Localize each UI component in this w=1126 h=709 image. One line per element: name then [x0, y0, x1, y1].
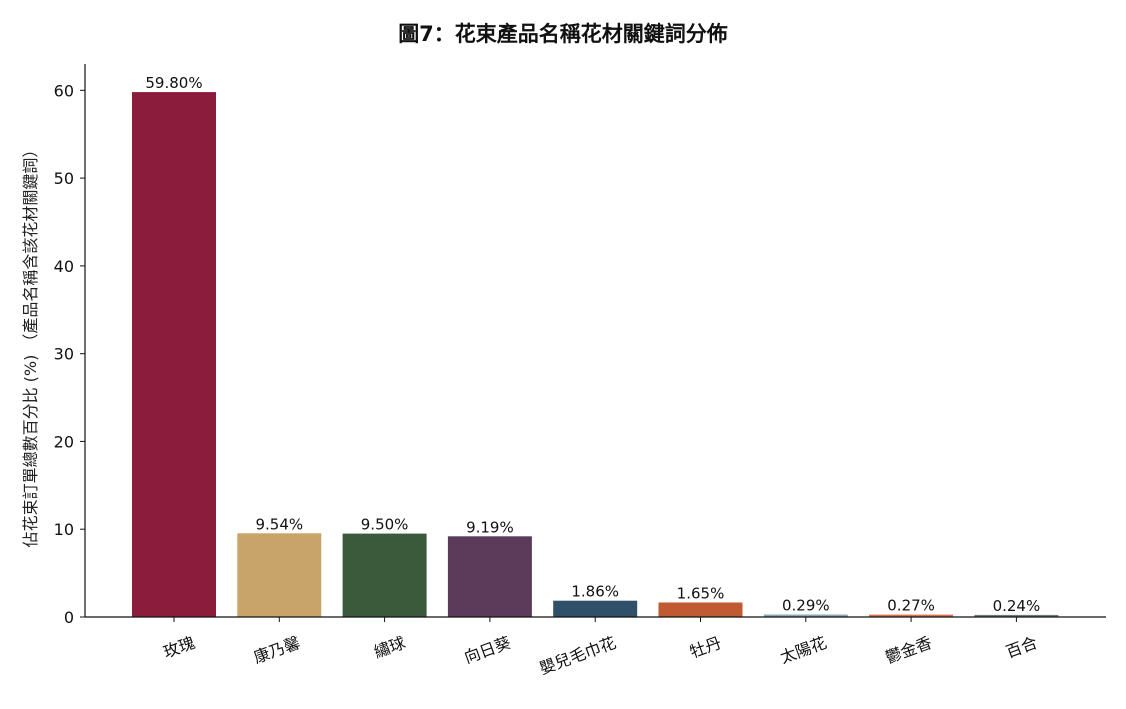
bar-value-label-8: 0.27% — [887, 597, 935, 615]
bar-value-label-4: 9.19% — [466, 518, 514, 536]
y-ticks-group: 0 10 20 30 40 50 60 — [54, 81, 85, 627]
y-tick-label-10: 10 — [54, 520, 74, 539]
x-tick-label-3: 繡球 — [371, 633, 408, 662]
bar-value-label-6: 1.65% — [677, 585, 725, 603]
bar-value-label-9: 0.24% — [993, 597, 1041, 615]
bar-value-label-2: 9.54% — [255, 515, 303, 533]
bar-value-label-1: 59.80% — [145, 74, 202, 92]
x-tick-label-4: 向日葵 — [462, 633, 514, 667]
bar-value-label-3: 9.50% — [361, 516, 409, 534]
x-tick-label-7: 太陽花 — [778, 633, 830, 667]
bar-labels-group: 59.80% 9.54% 9.50% 9.19% 1.86% 1.65% 0.29% 0.27… — [145, 74, 1040, 615]
chart-title: 圖7：花束產品名稱花材關鍵詞分佈 — [398, 22, 728, 46]
bar-2 — [237, 533, 322, 617]
y-tick-label-40: 40 — [54, 257, 74, 276]
bar-1 — [132, 92, 216, 618]
y-tick-label-60: 60 — [54, 81, 74, 100]
y-axis-label: 佔花束訂單總數百分比 (%) （產品名稱含該花材關鍵詞） — [21, 142, 40, 548]
y-axis-label-group: 佔花束訂單總數百分比 (%) （產品名稱含該花材關鍵詞） — [21, 142, 40, 548]
bar-value-label-5: 1.86% — [571, 583, 619, 601]
y-tick-label-30: 30 — [54, 345, 74, 364]
x-tick-label-2: 康乃馨 — [251, 633, 303, 667]
x-ticks-group: 玫瑰 康乃馨 繡球 向日葵 嬰兒毛巾花 牡丹 太陽花 鬱金香 百合 — [161, 617, 1040, 678]
x-tick-label-9: 百合 — [1003, 633, 1040, 662]
bar-4 — [447, 536, 532, 617]
bar-value-label-7: 0.29% — [782, 597, 830, 615]
y-tick-label-0: 0 — [64, 608, 74, 627]
y-tick-label-50: 50 — [54, 169, 74, 188]
x-tick-label-1: 玫瑰 — [161, 633, 198, 662]
bar-8 — [869, 614, 954, 617]
x-tick-label-8: 鬱金香 — [883, 633, 935, 667]
bar-9 — [974, 614, 1059, 617]
x-tick-label-6: 牡丹 — [687, 633, 724, 662]
bar-3 — [342, 533, 427, 617]
bars-group — [132, 92, 1059, 618]
x-tick-label-5: 嬰兒毛巾花 — [537, 633, 619, 678]
bar-6 — [658, 602, 743, 617]
bar-5 — [553, 600, 638, 617]
bar-7 — [763, 614, 848, 617]
y-tick-label-20: 20 — [54, 432, 74, 451]
